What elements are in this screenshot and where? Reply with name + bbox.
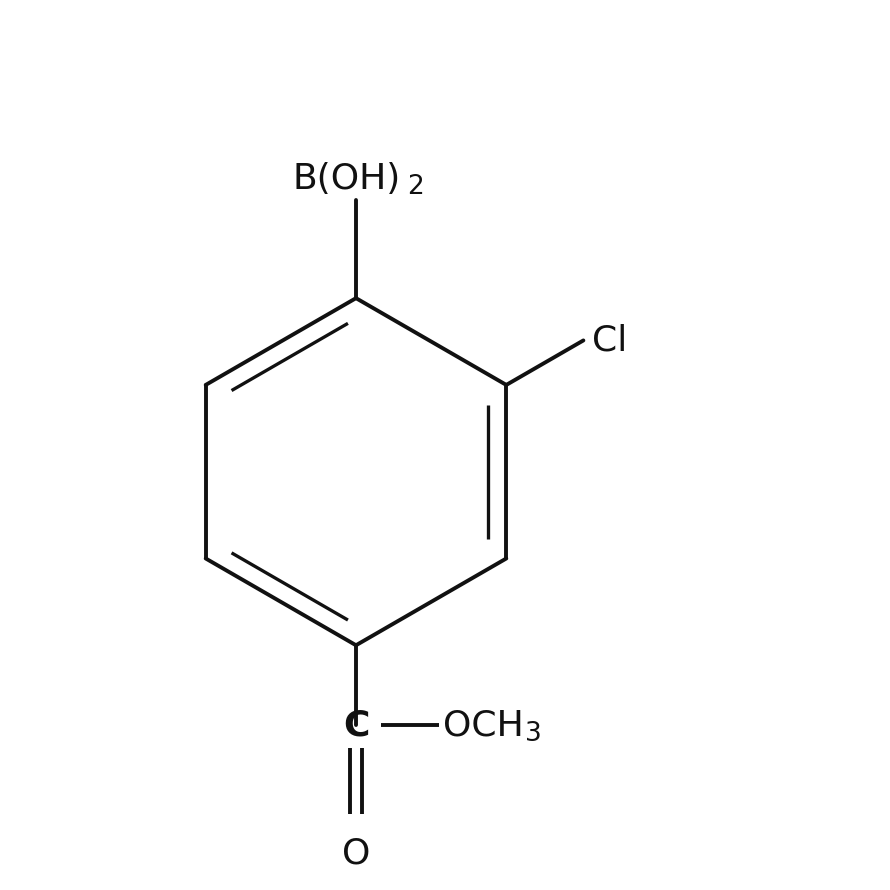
Text: O: O [342, 837, 370, 870]
Text: 3: 3 [525, 721, 542, 748]
Text: 2: 2 [408, 174, 425, 200]
Text: B(OH): B(OH) [293, 162, 401, 196]
Text: Cl: Cl [592, 323, 627, 358]
Text: C: C [343, 708, 369, 742]
Text: OCH: OCH [443, 708, 524, 742]
